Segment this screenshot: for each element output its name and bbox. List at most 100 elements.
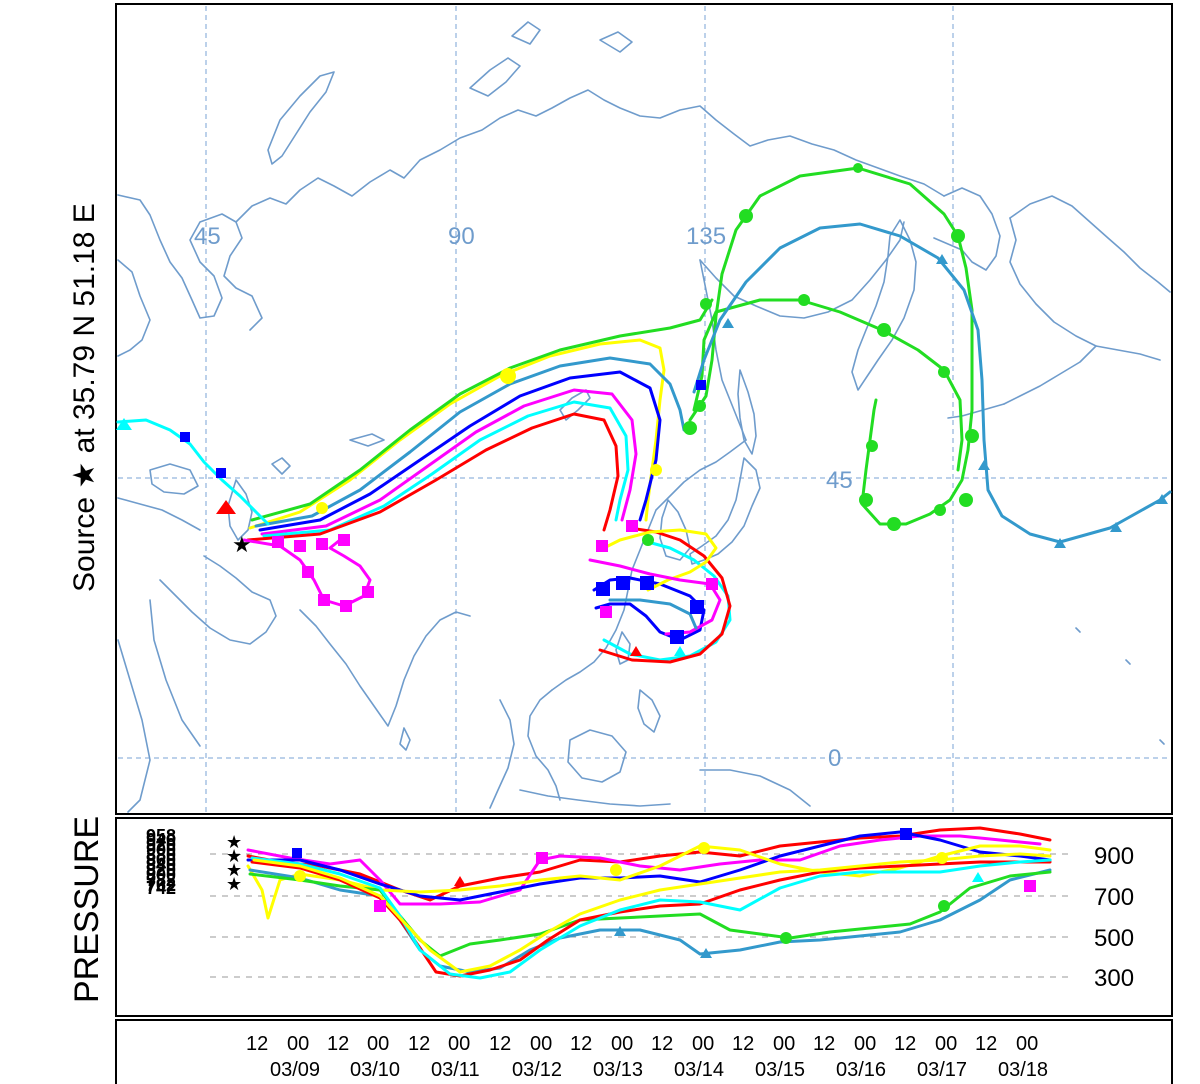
hour-tick: 00 [448, 1033, 470, 1055]
marker-circle [683, 421, 697, 435]
date-tick: 03/14 [674, 1059, 724, 1081]
marker-square [696, 380, 706, 390]
trajectory-steelblue [254, 356, 686, 528]
marker-square [292, 848, 302, 858]
marker-square [616, 576, 630, 590]
date-tick: 03/18 [998, 1059, 1048, 1081]
hour-tick: 00 [854, 1033, 876, 1055]
hour-tick: 12 [651, 1033, 673, 1055]
start-height-label: 940 [146, 830, 176, 850]
pressure-trace-magenta [246, 834, 1042, 906]
marker-circle [500, 368, 516, 384]
date-tick: 03/13 [593, 1059, 643, 1081]
marker-circle [965, 429, 979, 443]
marker-triangle [722, 318, 734, 328]
start-height-label: 840 [146, 855, 176, 875]
marker-square [670, 630, 684, 644]
pressure-trace-blue [246, 830, 1052, 902]
start-height-labels: 958 940 920 900 880 860 840 820 800 782 … [146, 826, 176, 898]
hour-tick: 00 [773, 1033, 795, 1055]
marker-circle [694, 400, 706, 412]
marker-square [600, 606, 612, 618]
hour-tick: 12 [975, 1033, 997, 1055]
marker-square [216, 468, 226, 478]
hour-tick: 00 [692, 1033, 714, 1055]
hour-tick: 00 [1016, 1033, 1038, 1055]
pressure-title: PRESSURE [68, 816, 106, 1003]
date-tick: 03/09 [270, 1059, 320, 1081]
trajectory-magenta-south [242, 538, 372, 608]
star-icon: ★ [226, 832, 242, 852]
source-label: Source ★ at 35.79 N 51.18 E [68, 203, 101, 592]
marker-triangle [1110, 522, 1122, 532]
trajectory-green-arc [692, 298, 964, 472]
hour-tick: 00 [367, 1033, 389, 1055]
hour-tick: 12 [327, 1033, 349, 1055]
trajectory-yellow [248, 338, 666, 530]
trajectories: ★ [116, 163, 1172, 664]
marker-triangle [630, 646, 642, 656]
marker-circle [798, 294, 810, 306]
hour-tick: 00 [935, 1033, 957, 1055]
pressure-traces [246, 826, 1052, 980]
marker-square [640, 576, 654, 590]
pressure-panel: 900 700 500 300 958 940 920 900 880 860 … [115, 817, 1173, 1017]
marker-triangle [614, 926, 626, 936]
start-height-label: 762 [146, 875, 176, 895]
marker-triangle [674, 646, 686, 656]
trajectory-cyan-loop [602, 540, 732, 662]
marker-triangle [936, 254, 948, 264]
marker-circle [859, 493, 873, 507]
start-height-label: 958 [146, 826, 176, 846]
date-tick: 03/17 [917, 1059, 967, 1081]
pressure-trace-yellow-low [252, 852, 1052, 974]
hour-tick: 12 [489, 1033, 511, 1055]
marker-square [374, 900, 386, 912]
start-height-label: 860 [146, 850, 176, 870]
marker-circle [877, 323, 891, 337]
marker-circle [951, 229, 965, 243]
map-grid [118, 6, 1170, 812]
pressure-level-900: 900 [1094, 843, 1134, 870]
hour-tick: 00 [530, 1033, 552, 1055]
start-height-label: 742 [146, 878, 176, 898]
trajectory-green [250, 298, 714, 522]
marker-circle [700, 298, 712, 310]
marker-triangle [216, 500, 236, 514]
marker-square [626, 520, 638, 532]
marker-circle [959, 493, 973, 507]
start-star-icons: ★ ★ ★ ★ [226, 832, 242, 894]
marker-square [536, 852, 548, 864]
date-ticks: 03/09 03/10 03/11 03/12 03/13 03/14 03/1… [270, 1059, 1048, 1081]
hour-tick: 12 [813, 1033, 835, 1055]
start-height-label: 800 [146, 865, 176, 885]
time-axis-frame [115, 1019, 1173, 1084]
date-tick: 03/10 [350, 1059, 400, 1081]
date-tick: 03/15 [755, 1059, 805, 1081]
pressure-trace-cyan [250, 856, 1052, 980]
marker-square [706, 578, 718, 590]
hour-tick: 00 [287, 1033, 309, 1055]
marker-triangle [116, 418, 132, 430]
marker-circle [642, 534, 654, 546]
marker-triangle [972, 872, 984, 882]
trajectory-cyan [262, 400, 630, 538]
marker-square [338, 534, 350, 546]
start-height-label: 880 [146, 845, 176, 865]
trajectory-blue [258, 370, 662, 532]
trajectory-steelblue-loop [608, 598, 698, 630]
lon-label-45: 45 [194, 223, 221, 250]
date-tick: 03/16 [836, 1059, 886, 1081]
marker-circle [866, 440, 878, 452]
star-icon: ★ [226, 846, 242, 866]
hour-tick: 12 [732, 1033, 754, 1055]
map-panel: 45 90 135 45 0 [115, 3, 1173, 815]
pressure-level-500: 500 [1094, 925, 1134, 952]
trajectory-markers [116, 163, 1168, 656]
hour-tick: 12 [570, 1033, 592, 1055]
marker-square [180, 432, 190, 442]
marker-square [272, 536, 284, 548]
start-height-label: 900 [146, 840, 176, 860]
marker-circle [934, 504, 946, 516]
hour-tick: 12 [894, 1033, 916, 1055]
